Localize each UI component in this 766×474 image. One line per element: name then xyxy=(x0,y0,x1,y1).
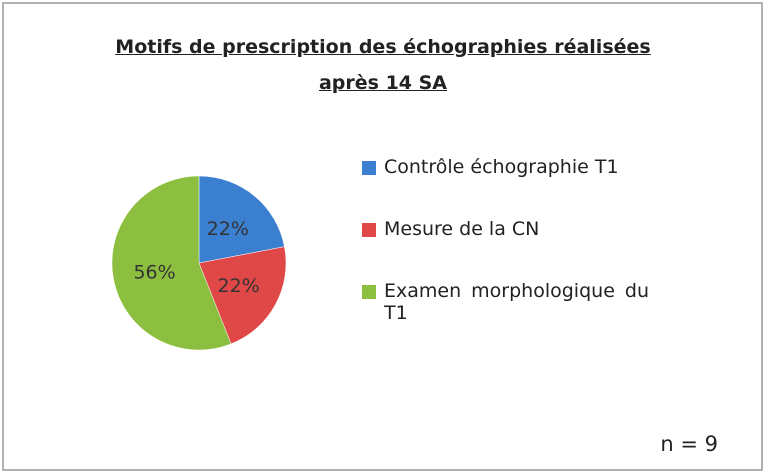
data-label: 22% xyxy=(207,218,249,240)
data-label: 56% xyxy=(133,261,175,283)
legend-item: Contrôle échographie T1 xyxy=(362,156,654,178)
legend-swatch xyxy=(362,223,376,237)
chart-title: après 14 SA xyxy=(318,72,448,94)
pie-slice xyxy=(198,175,285,264)
legend-swatch xyxy=(362,161,376,175)
legend: Contrôle échographie T1 Mesure de la CN Ex… xyxy=(362,156,654,364)
legend-item: Mesure de la CN xyxy=(362,218,654,240)
chart-title: Motifs de prescription des échographies … xyxy=(115,36,651,58)
data-label: 22% xyxy=(218,275,260,297)
legend-swatch xyxy=(362,285,376,299)
legend-label: Examen morphologique du T1 xyxy=(384,280,650,324)
legend-item: Examen morphologique du T1 xyxy=(362,280,654,324)
pie-slice xyxy=(111,175,232,351)
pie-slice xyxy=(198,246,287,345)
legend-label: Contrôle échographie T1 xyxy=(384,156,619,178)
annotation: n = 9 xyxy=(660,432,718,456)
legend-label: Mesure de la CN xyxy=(384,218,540,240)
